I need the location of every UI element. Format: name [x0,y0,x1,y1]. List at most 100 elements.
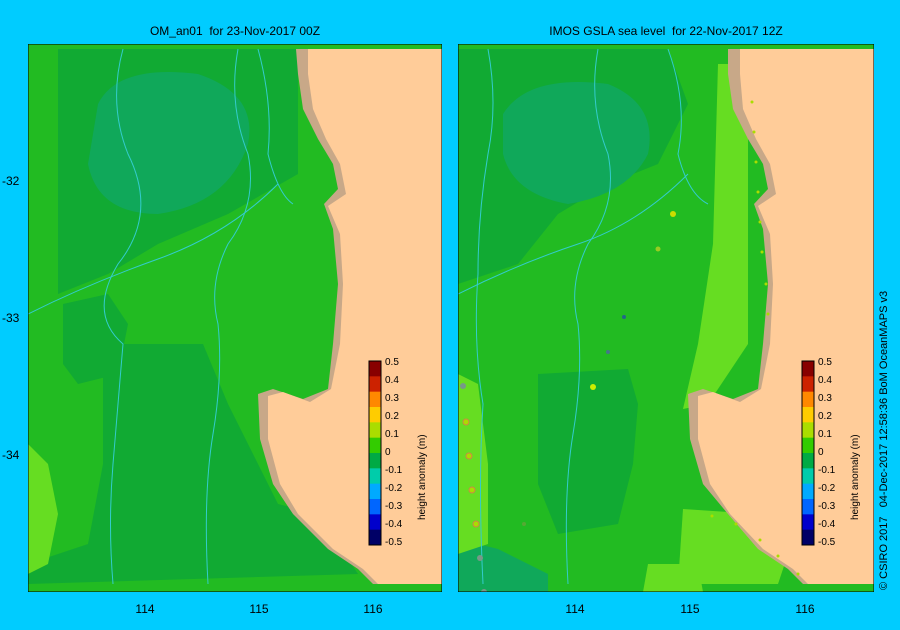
observation-dot [590,384,596,390]
observation-dot [481,589,487,592]
colorbar-tick: -0.1 [818,465,836,476]
observation-dot [460,383,466,389]
observation-dot [670,211,676,217]
colorbar-right: 0.5 0.4 0.3 0.2 0.1 0 -0.1 -0.2 -0.3 -0.… [801,357,861,548]
colorbar-label: height anomaly (m) [417,434,428,520]
contour-region [458,539,548,592]
contour-line [205,48,251,585]
observation-dot [522,522,526,526]
colorbar-segment [369,529,381,546]
colorbar-segment [369,483,381,500]
colorbar-tick: 0.1 [818,429,832,440]
observation-dot [477,555,483,561]
contour-region [88,72,250,214]
observation-dot [758,220,762,224]
colorbar-tick: 0 [818,447,824,458]
observation-dot [750,100,754,104]
colorbar-segment [369,376,381,393]
colorbar-tick: 0.2 [385,411,399,422]
observation-dot [734,522,738,526]
colorbar-tick: -0.5 [385,537,403,548]
x-tick-label: 114 [135,602,155,616]
observation-dot [465,452,473,460]
colorbar-segment [802,514,814,531]
colorbar-tick: 0.3 [818,393,832,404]
y-tick-label: -32 [2,174,20,188]
colorbar-segment [802,529,814,546]
colorbar-tick: 0.5 [818,357,832,368]
colorbar-tick: 0.3 [385,393,399,404]
colorbar-segment [802,407,814,423]
colorbar-segment [802,391,814,408]
colorbar-segment [802,483,814,500]
colorbar-tick: 0 [385,447,391,458]
map-panel-left [28,44,442,592]
contour-line [475,48,494,585]
observation-dot [760,250,764,254]
colorbar-tick: 0.4 [385,375,399,386]
land-area [698,49,874,584]
colorbar-tick: -0.3 [818,501,836,512]
observation-dot [756,190,760,194]
contour-region [538,369,638,534]
colorbar-segment [802,468,814,485]
observation-dot [796,572,800,576]
colorbar-segment [369,422,381,439]
colorbar-segment [802,376,814,393]
observation-dot [622,315,626,319]
colorbar-label: height anomaly (m) [850,434,861,520]
colorbar-tick: -0.3 [385,501,403,512]
contour-region [683,64,748,409]
observation-dot [472,520,480,528]
contour-line [257,48,294,205]
colorbar-segment [369,437,381,454]
colorbar-segment [802,437,814,454]
colorbar-tick: 0.5 [385,357,399,368]
colorbar-tick: -0.2 [385,483,403,494]
colorbar-segment [369,499,381,515]
colorbar-segment [369,468,381,485]
colorbar-tick: -0.4 [818,519,836,530]
observation-dot [776,554,780,558]
observation-dot [606,350,610,354]
x-tick-label: 115 [680,602,700,616]
colorbar-tick: 0.1 [385,429,399,440]
y-tick-label: -33 [2,311,20,325]
x-tick-label: 116 [363,602,383,616]
colorbar-tick: -0.5 [818,537,836,548]
colorbar-segment [369,391,381,408]
colorbar-segment [369,514,381,531]
colorbar-segment [369,407,381,423]
colorbar-segment [802,499,814,515]
colorbar-segment [802,453,814,469]
x-tick-label: 115 [249,602,269,616]
colorbar-left: 0.5 0.4 0.3 0.2 0.1 0 -0.1 -0.2 -0.3 -0.… [368,357,428,548]
observation-dot [462,418,470,426]
colorbar-tick: -0.2 [818,483,836,494]
colorbar-segment [802,361,814,377]
land-area [268,49,442,584]
colorbar-tick: 0.2 [818,411,832,422]
observation-dot [710,514,714,518]
contour-region [28,444,58,574]
colorbar-tick: -0.4 [385,519,403,530]
x-tick-label: 116 [795,602,815,616]
observation-dot [754,160,758,164]
panel-title-right: IMOS GSLA sea level for 22-Nov-2017 12Z [549,24,783,38]
contour-line [103,48,142,585]
colorbar-segment [369,361,381,377]
colorbar-segment [369,453,381,469]
observation-dot [468,486,476,494]
observation-dot [655,246,661,252]
observation-dot [766,312,770,316]
contour-region [503,82,650,204]
observation-dot [752,130,756,134]
contour-line [565,48,611,585]
credit-text: © CSIRO 2017 04-Dec-2017 12:58:36 BoM Oc… [878,290,890,590]
contour-region [643,564,703,592]
colorbar-tick: -0.1 [385,465,403,476]
x-tick-label: 114 [565,602,585,616]
contour-line [458,173,689,295]
colorbar-tick: 0.4 [818,375,832,386]
colorbar-segment [802,422,814,439]
